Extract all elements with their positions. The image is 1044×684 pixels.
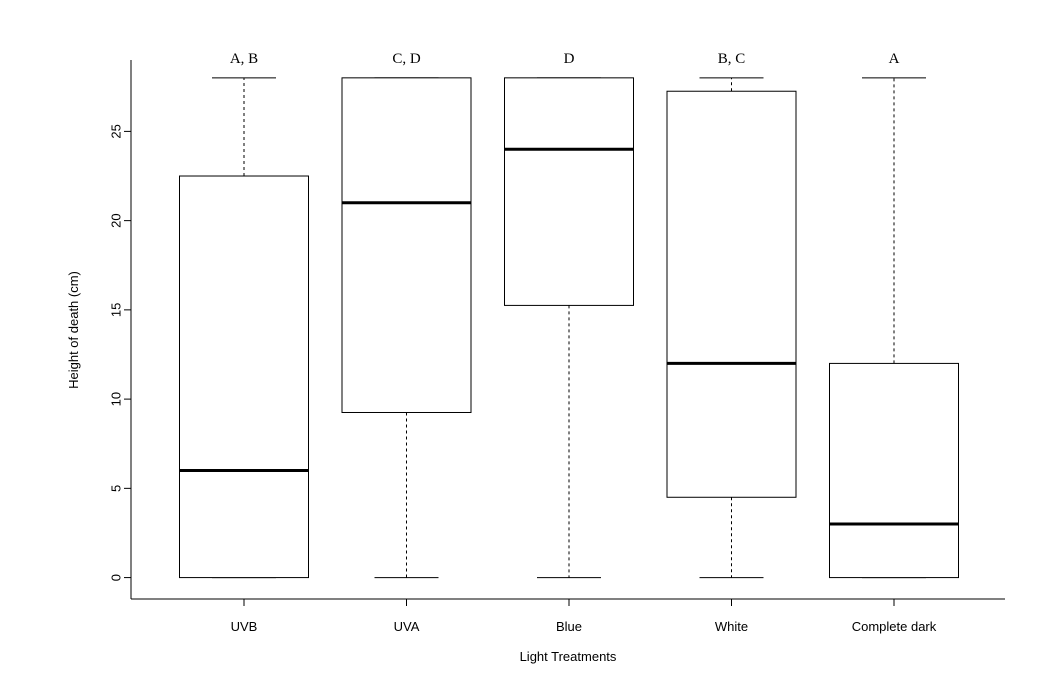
x-tick-label: Complete dark (852, 619, 937, 634)
iqr-box (504, 77, 634, 306)
iqr-box (829, 362, 959, 579)
y-axis-title: Height of death (cm) (66, 271, 81, 389)
group-label: B, C (718, 51, 746, 67)
box-uvb (179, 77, 309, 579)
iqr-box (666, 90, 797, 498)
axes: 0 5 10 15 20 25 UVB UVA Blue White Complete dark (109, 60, 1005, 634)
y-tick-label: 0 (109, 574, 124, 581)
boxes (179, 77, 959, 579)
y-tick-label: 5 (109, 485, 124, 492)
x-tick-label: White (715, 619, 748, 634)
iqr-box (179, 175, 309, 579)
group-label: A (889, 51, 900, 67)
iqr-box (341, 77, 472, 413)
group-label: D (564, 51, 575, 67)
box-white (666, 77, 797, 579)
x-tick-label: UVA (394, 619, 420, 634)
group-labels: A, B C, D D B, C A (230, 51, 900, 67)
box-uva (341, 77, 472, 579)
x-axis-title: Light Treatments (520, 649, 617, 664)
box-complete-dark (829, 77, 959, 579)
y-tick-label: 20 (109, 213, 124, 227)
box-blue (504, 77, 634, 579)
x-tick-label: UVB (231, 619, 258, 634)
y-tick-label: 10 (109, 392, 124, 406)
x-tick-label: Blue (556, 619, 582, 634)
group-label: A, B (230, 51, 258, 67)
y-tick-label: 15 (109, 303, 124, 317)
y-tick-label: 25 (109, 124, 124, 138)
group-label: C, D (392, 51, 421, 67)
